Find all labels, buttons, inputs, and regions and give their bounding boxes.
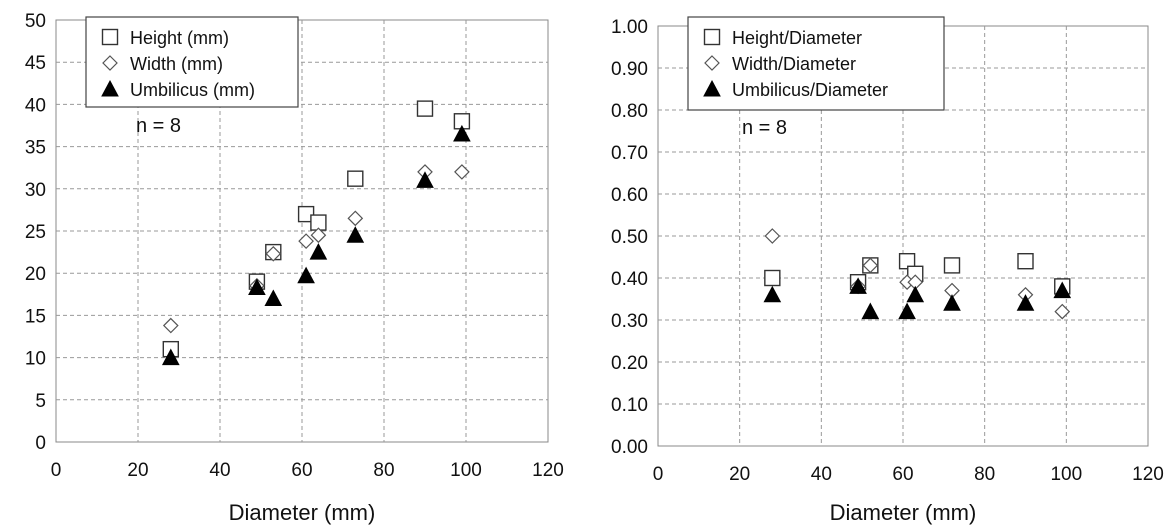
y-tick-label: 1.00	[611, 17, 648, 38]
legend-label: Height (mm)	[130, 28, 229, 48]
x-axis-label: Diameter (mm)	[229, 500, 376, 525]
y-tick-label: 0.60	[611, 185, 648, 206]
y-tick-label: 15	[25, 306, 46, 327]
data-point-filled-triangle	[906, 285, 925, 303]
data-point-filled-triangle	[849, 277, 867, 294]
data-point-open-diamond	[310, 227, 327, 244]
y-tick-label: 35	[25, 138, 46, 159]
legend-label: Umbilicus (mm)	[130, 80, 255, 100]
chart-left: 0 5 10 15 20 25 30 35 40 45 50 0 20 40 60 80 100 120 Diame…	[25, 11, 564, 525]
y-tick-label: 0.80	[611, 101, 648, 122]
y-tick-label: 40	[25, 95, 46, 116]
legend-label: Width/Diameter	[732, 54, 856, 74]
data-point-open-diamond	[1054, 303, 1071, 320]
series-3	[161, 124, 471, 366]
data-point-filled-triangle	[297, 266, 315, 284]
legend-label: Width (mm)	[130, 54, 223, 74]
chart-right: 0.00 0.10 0.20 0.30 0.40 0.50 0.60 0.70 0.80 0.90…	[611, 16, 1164, 525]
y-tick-label: 10	[25, 349, 46, 370]
data-point-filled-triangle	[416, 171, 434, 188]
data-point-filled-triangle	[161, 348, 180, 366]
x-tick-label: 0	[653, 464, 664, 485]
data-point-open-square	[416, 100, 434, 117]
x-tick-label: 60	[892, 464, 913, 485]
data-point-open-diamond	[347, 210, 364, 227]
y-tick-label: 0.40	[611, 269, 648, 290]
legend-marker	[704, 55, 720, 71]
legend: Height (mm) Width (mm) Umbilicus (mm)	[85, 16, 299, 108]
data-point-open-square	[347, 170, 364, 187]
sample-size-annotation: n = 8	[742, 117, 787, 139]
y-tick-label: 0.00	[611, 437, 648, 458]
x-tick-label: 120	[1132, 464, 1164, 485]
y-tick-label: 30	[25, 180, 46, 201]
y-tick-label: 0.10	[611, 395, 648, 416]
y-tick-label: 45	[25, 53, 46, 74]
x-tick-label: 20	[127, 460, 148, 481]
y-tick-label: 0.50	[611, 227, 648, 248]
x-tick-label: 100	[1050, 464, 1082, 485]
data-point-open-diamond	[764, 228, 781, 244]
legend-box	[687, 16, 945, 111]
y-tick-label: 0	[35, 433, 46, 454]
data-point-filled-triangle	[898, 302, 916, 320]
data-point-open-square	[297, 205, 315, 223]
legend-marker	[101, 28, 119, 46]
data-point-filled-triangle	[453, 124, 471, 142]
series-3	[763, 277, 1072, 320]
data-point-open-square	[943, 257, 961, 274]
x-tick-label: 60	[291, 460, 312, 481]
data-point-filled-triangle	[763, 285, 782, 303]
x-tick-label: 40	[811, 464, 832, 485]
data-point-filled-triangle	[861, 302, 880, 320]
data-point-filled-triangle	[346, 226, 365, 243]
data-point-open-diamond	[862, 257, 879, 274]
legend: Height/Diameter Width/Diameter Umbilicus/D…	[687, 16, 945, 111]
series-1	[162, 100, 471, 358]
legend-marker	[101, 79, 119, 97]
data-point-filled-triangle	[309, 243, 328, 260]
data-point-open-diamond	[298, 233, 314, 249]
y-tick-label: 50	[25, 11, 46, 32]
data-point-open-diamond	[454, 164, 470, 180]
legend-label: Umbilicus/Diameter	[732, 80, 888, 100]
y-tick-label: 0.20	[611, 353, 648, 374]
data-point-filled-triangle	[1053, 281, 1072, 299]
legend-marker	[703, 79, 721, 97]
y-tick-label: 25	[25, 222, 46, 243]
data-point-filled-triangle	[264, 289, 283, 307]
data-point-filled-triangle	[1016, 294, 1035, 311]
legend-box	[85, 16, 299, 108]
y-tick-label: 0.70	[611, 143, 648, 164]
y-tick-label: 20	[25, 264, 46, 285]
x-tick-label: 20	[729, 464, 750, 485]
x-tick-label: 80	[373, 460, 394, 481]
x-tick-label: 120	[532, 460, 564, 481]
data-point-open-diamond	[162, 317, 179, 334]
x-axis-label: Diameter (mm)	[830, 500, 977, 525]
data-point-filled-triangle	[943, 294, 961, 311]
x-tick-label: 100	[450, 460, 482, 481]
data-point-filled-triangle	[248, 278, 266, 296]
x-tick-label: 80	[974, 464, 995, 485]
sample-size-annotation: n = 8	[136, 115, 181, 137]
legend-label: Height/Diameter	[732, 28, 862, 48]
y-tick-label: 5	[35, 391, 46, 412]
y-tick-label: 0.90	[611, 59, 648, 80]
x-tick-label: 0	[51, 460, 62, 481]
data-point-open-diamond	[265, 245, 282, 262]
data-point-open-square	[764, 269, 781, 287]
legend-marker	[102, 55, 118, 71]
data-point-open-square	[1017, 252, 1034, 270]
y-tick-label: 0.30	[611, 311, 648, 332]
x-tick-label: 40	[209, 460, 230, 481]
legend-marker	[703, 28, 721, 46]
